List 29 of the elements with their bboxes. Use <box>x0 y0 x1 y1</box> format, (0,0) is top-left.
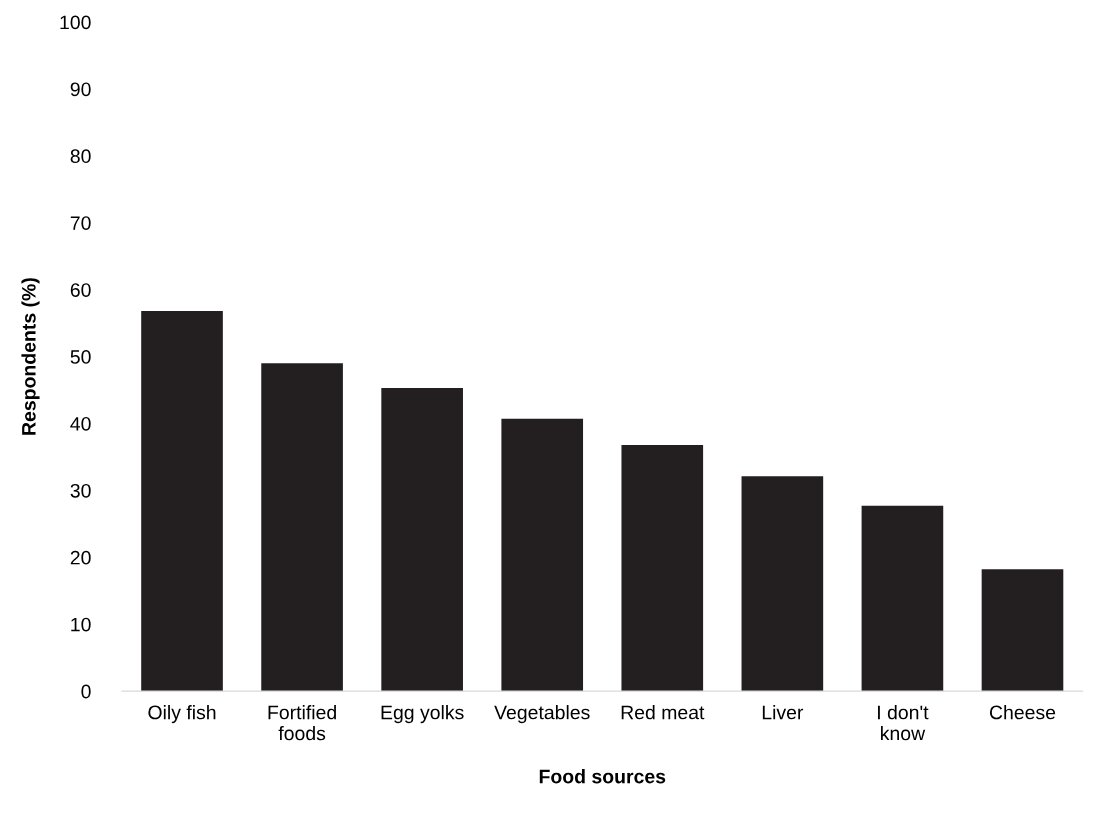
bar <box>861 505 944 692</box>
bar <box>261 363 343 692</box>
x-tick-label: Oily fish <box>148 705 216 724</box>
y-tick-label: 0 <box>81 684 91 699</box>
bar <box>501 418 584 692</box>
y-tick-label: 100 <box>60 15 91 30</box>
x-tick-label: Fortified foods <box>268 705 336 741</box>
bar <box>381 388 463 692</box>
x-axis-title: Food sources <box>539 769 666 784</box>
y-tick-label: 10 <box>71 617 91 632</box>
y-tick-label: 40 <box>70 416 91 431</box>
y-tick-label: 90 <box>70 82 91 97</box>
y-tick-label: 60 <box>70 283 91 297</box>
x-tick-label: Egg yolks <box>381 705 464 724</box>
y-tick-label: 50 <box>70 350 91 364</box>
x-tick-label: Vegetables <box>494 705 590 724</box>
bar <box>981 569 1064 692</box>
x-tick-label: Red meat <box>621 705 705 720</box>
bar <box>621 444 704 692</box>
x-tick-label: Cheese <box>989 705 1056 720</box>
bar <box>741 476 824 692</box>
y-tick-label: 80 <box>70 149 91 164</box>
y-tick-label: 30 <box>70 483 91 498</box>
y-tick-label: 20 <box>70 550 91 565</box>
x-tick-label: I don't know <box>878 705 929 741</box>
y-axis-title: Respondents (%) <box>21 278 40 435</box>
bar <box>141 311 223 692</box>
y-tick-label: 70 <box>70 216 91 230</box>
x-tick-label: Liver <box>762 705 804 720</box>
